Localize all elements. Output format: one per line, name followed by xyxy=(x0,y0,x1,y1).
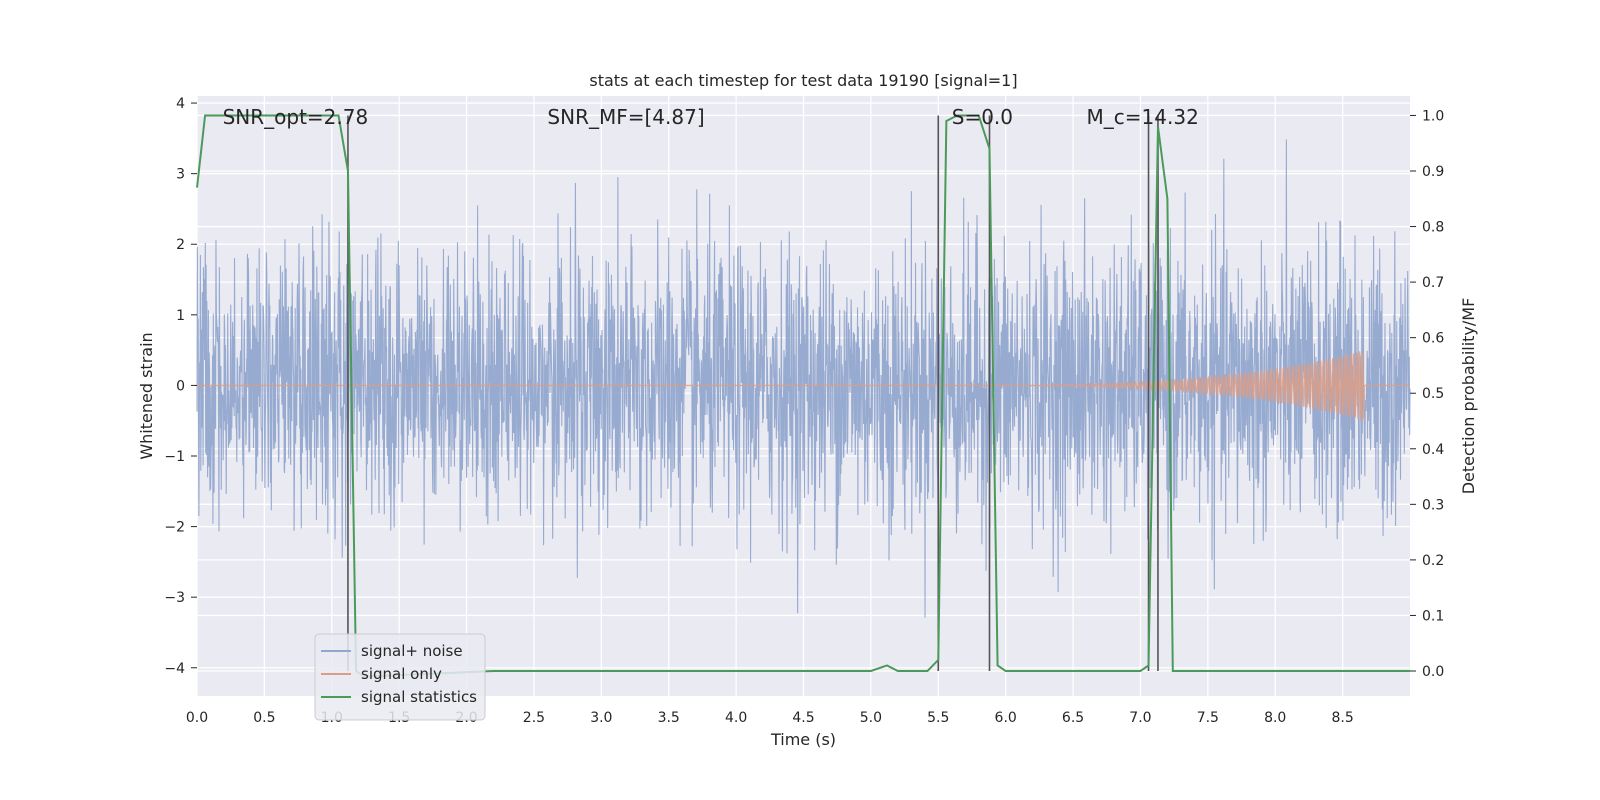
y2-tick-label: 0.0 xyxy=(1422,664,1444,680)
y2-tick-label: 0.4 xyxy=(1422,442,1444,458)
x-tick-label: 5.0 xyxy=(860,710,882,726)
y-tick-label: 0 xyxy=(176,378,185,394)
x-tick-label: 4.5 xyxy=(792,710,814,726)
y-tick-label: 2 xyxy=(176,237,185,253)
x-tick-label: 0.0 xyxy=(186,710,208,726)
y-tick-label: −4 xyxy=(164,661,185,677)
y-tick-label: −1 xyxy=(164,449,185,465)
legend-label-signal-statistics: signal statistics xyxy=(361,688,477,706)
signal-noise-line xyxy=(196,139,1411,618)
y2-tick-label: 0.9 xyxy=(1422,164,1444,180)
y2-tick-label: 0.3 xyxy=(1422,497,1444,513)
y-tick-label: 4 xyxy=(176,96,185,112)
x-tick-label: 0.5 xyxy=(253,710,275,726)
x-tick-label: 6.5 xyxy=(1062,710,1084,726)
chart-title: stats at each timestep for test data 191… xyxy=(589,71,1017,90)
series-signal-statistics xyxy=(196,114,1410,678)
annotation-snr-opt: SNR_opt=2.78 xyxy=(223,105,369,129)
series-signal-noise xyxy=(196,139,1411,618)
x-tick-label: 8.5 xyxy=(1331,710,1353,726)
x-tick-label: 6.0 xyxy=(995,710,1017,726)
y-axis-label: Whitened strain xyxy=(137,332,156,459)
x-tick-label: 7.0 xyxy=(1129,710,1151,726)
y2-tick-label: 0.7 xyxy=(1422,275,1444,291)
y2-axis-ticks: 1.0 0.9 0.8 0.7 0.6 0.5 0.4 0.3 0.2 0.1 0.0 xyxy=(1410,108,1444,680)
y-tick-label: −2 xyxy=(164,520,185,536)
x-tick-label: 7.5 xyxy=(1197,710,1219,726)
annotation-s: S=0.0 xyxy=(952,105,1013,129)
legend: signal+ noise signal only signal statist… xyxy=(314,633,486,721)
y2-axis-label: Detection probability/MF xyxy=(1459,298,1478,495)
legend-label-signal-noise: signal+ noise xyxy=(361,642,463,660)
y2-tick-label: 1.0 xyxy=(1422,108,1444,124)
annotation-mc: M_c=14.32 xyxy=(1087,105,1199,129)
signal-only-line xyxy=(197,351,1410,421)
y2-tick-label: 0.8 xyxy=(1422,220,1444,236)
legend-label-signal-only: signal only xyxy=(361,665,442,683)
y-tick-label: 1 xyxy=(176,308,185,324)
y-tick-label: −3 xyxy=(164,590,185,606)
y2-tick-label: 0.2 xyxy=(1422,553,1444,569)
x-tick-label: 3.5 xyxy=(658,710,680,726)
series-signal-only xyxy=(197,351,1410,421)
x-tick-label: 8.0 xyxy=(1264,710,1286,726)
annotation-snr-mf: SNR_MF=[4.87] xyxy=(547,105,704,129)
y2-tick-label: 0.5 xyxy=(1422,386,1444,402)
x-axis-label: Time (s) xyxy=(770,730,836,749)
signal-statistics-line xyxy=(196,114,1410,678)
legend-box xyxy=(314,633,486,721)
x-tick-label: 4.0 xyxy=(725,710,747,726)
x-tick-label: 2.5 xyxy=(523,710,545,726)
x-tick-label: 5.5 xyxy=(927,710,949,726)
x-tick-label: 3.0 xyxy=(590,710,612,726)
y-tick-label: 3 xyxy=(176,167,185,183)
y2-tick-label: 0.6 xyxy=(1422,331,1444,347)
y-axis-ticks: 4 3 2 1 0 −1 −2 −3 −4 xyxy=(164,96,197,677)
y2-tick-label: 0.1 xyxy=(1422,608,1444,624)
